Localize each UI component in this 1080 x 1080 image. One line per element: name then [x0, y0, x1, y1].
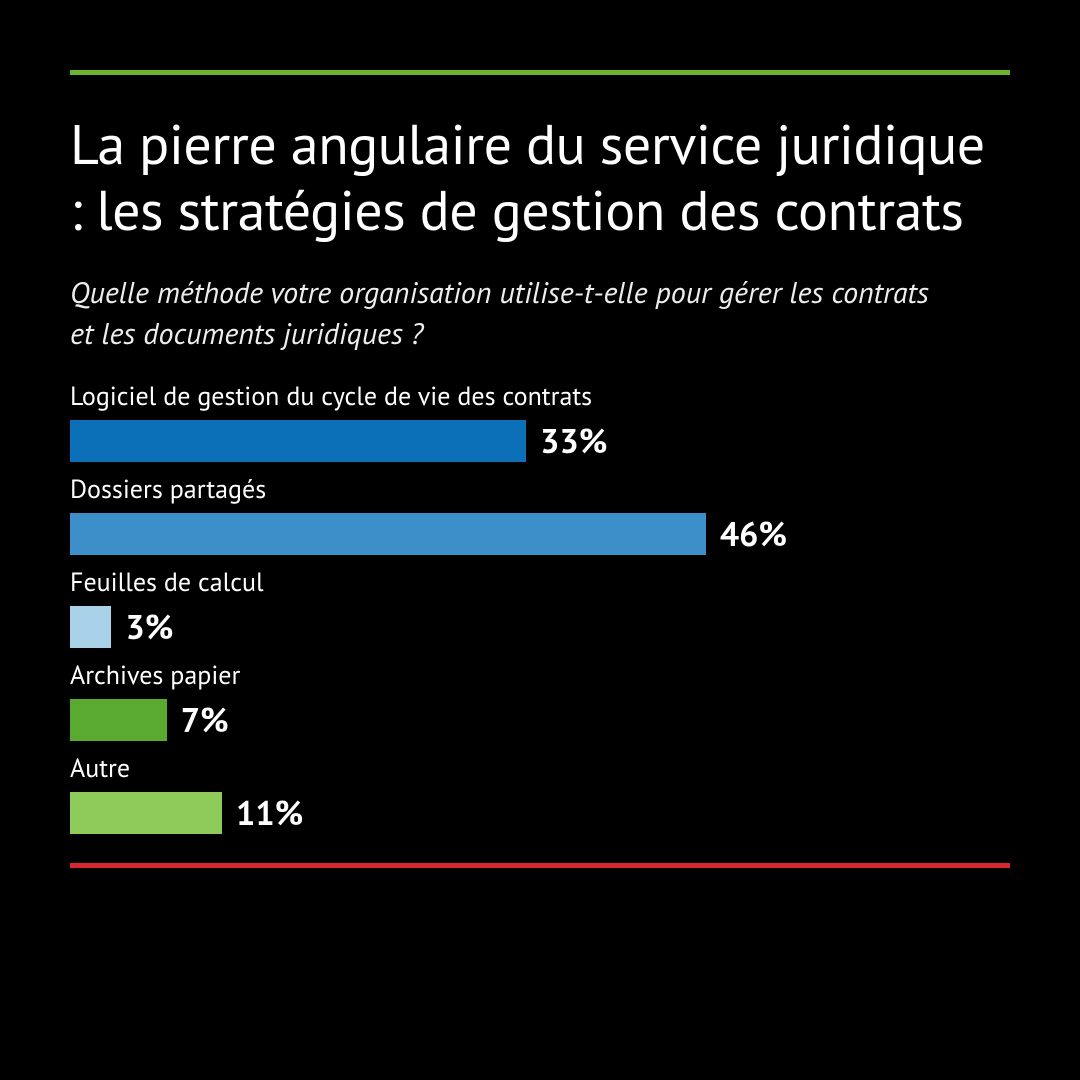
- bar-row: Logiciel de gestion du cycle de vie des …: [70, 380, 1010, 463]
- bar-label: Autre: [70, 752, 1010, 785]
- bar-value: 46%: [720, 512, 787, 556]
- bar-row: Autre 11%: [70, 752, 1010, 835]
- bar-label: Logiciel de gestion du cycle de vie des …: [70, 380, 1010, 413]
- bar-line: 33%: [70, 419, 1010, 463]
- bar-line: 46%: [70, 512, 1010, 556]
- bar-label: Archives papier: [70, 659, 1010, 692]
- bar-line: 11%: [70, 791, 1010, 835]
- bar-value: 33%: [540, 419, 607, 463]
- bar-value: 3%: [125, 605, 173, 649]
- bar-label: Feuilles de calcul: [70, 566, 1010, 599]
- bar-line: 3%: [70, 605, 1010, 649]
- bottom-rule: [70, 863, 1010, 868]
- bar-value: 7%: [181, 698, 229, 742]
- bar: [70, 606, 111, 648]
- bar: [70, 513, 706, 555]
- bar-label: Dossiers partagés: [70, 473, 1010, 506]
- bar-row: Feuilles de calcul 3%: [70, 566, 1010, 649]
- bar: [70, 792, 222, 834]
- bar-row: Dossiers partagés 46%: [70, 473, 1010, 556]
- bar-row: Archives papier 7%: [70, 659, 1010, 742]
- page-title: La pierre angulaire du service juridique…: [70, 111, 1010, 243]
- bar-value: 11%: [236, 791, 303, 835]
- top-rule: [70, 70, 1010, 75]
- survey-question: Quelle méthode votre organisation utilis…: [70, 273, 950, 354]
- bar-chart: Logiciel de gestion du cycle de vie des …: [70, 380, 1010, 835]
- bar-line: 7%: [70, 698, 1010, 742]
- bar: [70, 420, 526, 462]
- bar: [70, 699, 167, 741]
